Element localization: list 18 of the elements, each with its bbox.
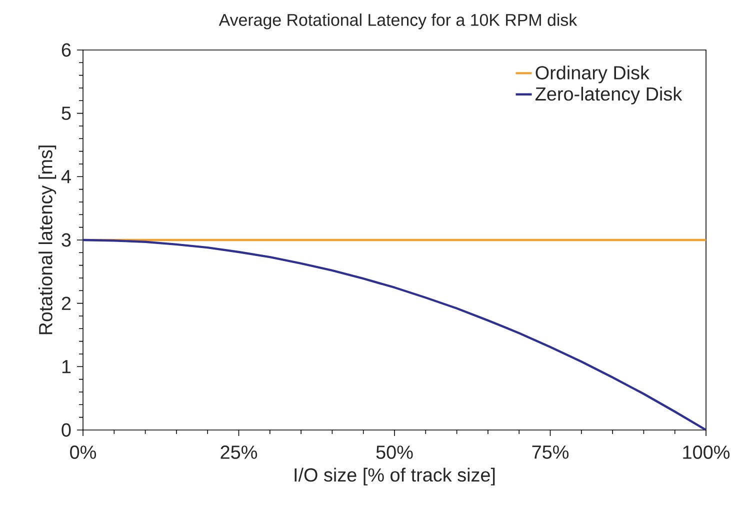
y-tick-label: 3	[62, 233, 71, 247]
y-tick-label: 5	[62, 106, 71, 120]
y-tick-label: 2	[62, 296, 71, 310]
x-tick-label: 100%	[683, 446, 730, 459]
line-series	[83, 238, 706, 430]
legend-label: Ordinary Disk	[536, 66, 650, 84]
x-tick-label: 50%	[376, 446, 413, 459]
x-tick-label: 75%	[532, 446, 569, 459]
y-tick-label: 6	[62, 43, 71, 57]
x-tick-label: 0%	[70, 446, 96, 459]
y-axis-title: Rotational latency [ms]	[38, 146, 56, 334]
legend-label: Zero-latency Disk	[535, 86, 682, 104]
x-axis-title: I/O size [% of track size]	[294, 468, 495, 486]
y-tick-label: 1	[62, 360, 71, 374]
chart-title: Average Rotational Latency for a 10K RPM disk	[218, 14, 578, 30]
y-tick-label: 0	[62, 423, 71, 437]
x-tick-label: 25%	[220, 446, 258, 459]
y-tick-label: 4	[61, 170, 71, 184]
